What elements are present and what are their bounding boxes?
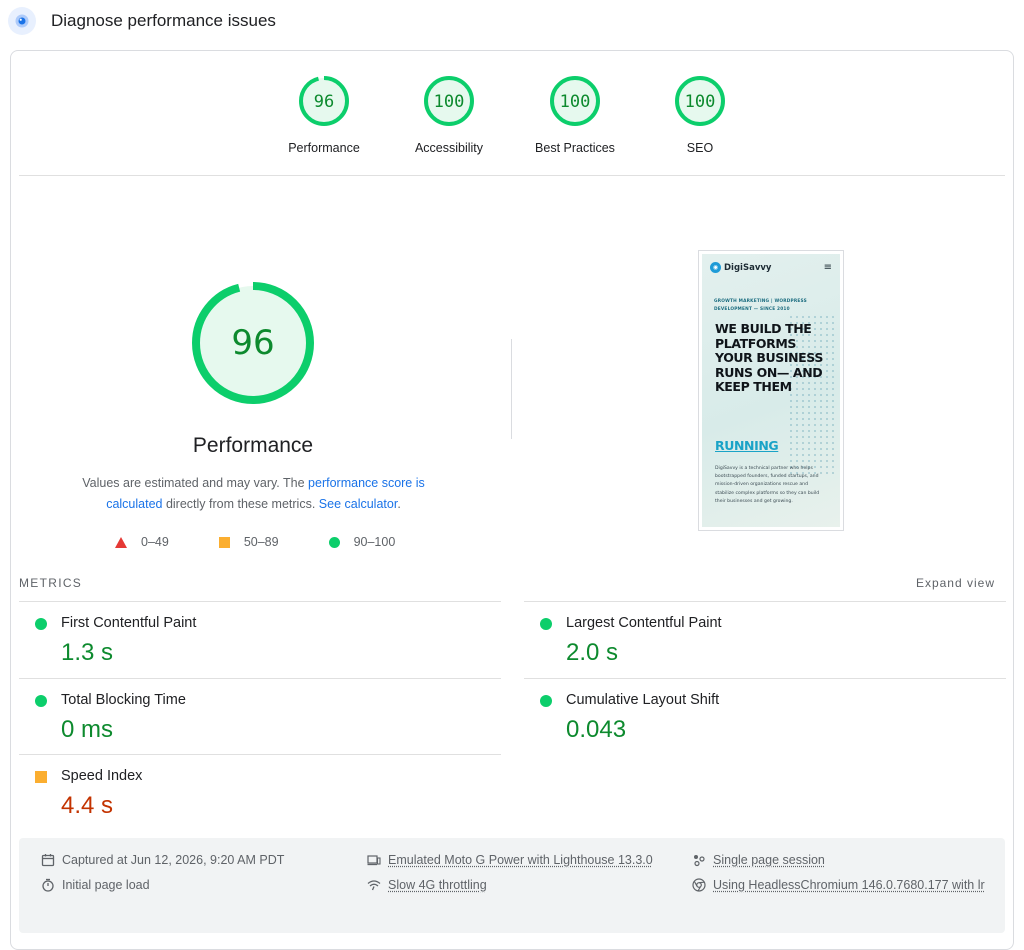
metric-title: Cumulative Layout Shift bbox=[566, 692, 720, 708]
gauge-score: 100 bbox=[434, 92, 465, 112]
average-square-icon bbox=[35, 771, 47, 783]
gauge-accessibility[interactable]: 100 Accessibility bbox=[394, 75, 504, 155]
metric-value: 2.0 s bbox=[566, 639, 619, 666]
square-icon bbox=[218, 536, 230, 548]
pass-circle-icon bbox=[35, 618, 47, 630]
site-headline: WE BUILD THE PLATFORMS YOUR BUSINESS RUN… bbox=[715, 321, 823, 394]
screenshot-content: ◉ DigiSavvy ≡ GROWTH MARKETING | WORDPRE… bbox=[702, 254, 840, 527]
gauge-label: Best Practices bbox=[535, 141, 615, 155]
network-throttling[interactable]: Slow 4G throttling bbox=[367, 873, 487, 898]
final-screenshot[interactable]: ◉ DigiSavvy ≡ GROWTH MARKETING | WORDPRE… bbox=[698, 250, 844, 531]
page-load-type: Initial page load bbox=[41, 873, 150, 898]
metric-title: Speed Index bbox=[61, 768, 143, 784]
captured-at: Captured at Jun 12, 2026, 9:20 AM PDT bbox=[41, 848, 284, 873]
pass-circle-icon bbox=[35, 695, 47, 707]
desc-text: directly from these metrics. bbox=[162, 497, 319, 511]
timer-icon bbox=[42, 878, 54, 892]
legend-pass: 90–100 bbox=[328, 535, 396, 549]
logo-text: DigiSavvy bbox=[724, 262, 772, 273]
throttle-text: Slow 4G throttling bbox=[388, 878, 487, 892]
wifi-icon bbox=[367, 880, 381, 891]
gauge-score: 100 bbox=[685, 92, 716, 112]
site-logo: ◉ DigiSavvy bbox=[710, 262, 771, 273]
score-legend: 0–49 50–89 90–100 bbox=[115, 535, 395, 549]
session-type[interactable]: Single page session bbox=[692, 848, 825, 873]
metric-total-blocking-time: Total Blocking Time 0 ms bbox=[19, 678, 501, 754]
performance-title: Performance bbox=[192, 434, 314, 457]
desc-text: . bbox=[397, 497, 401, 511]
section-header: Diagnose performance issues bbox=[8, 6, 276, 36]
metric-title: Largest Contentful Paint bbox=[566, 615, 722, 631]
device-text: Emulated Moto G Power with Lighthouse 13… bbox=[388, 853, 653, 867]
metric-value: 0 ms bbox=[61, 716, 114, 743]
dot-pattern bbox=[788, 314, 838, 474]
site-eyebrow: GROWTH MARKETING | WORDPRESS DEVELOPMENT… bbox=[714, 299, 807, 312]
performance-score-link[interactable]: performance score is calculated bbox=[106, 476, 425, 511]
captured-text: Captured at Jun 12, 2026, 9:20 AM PDT bbox=[62, 853, 285, 867]
browser-version[interactable]: Using HeadlessChromium 146.0.7680.177 wi… bbox=[692, 873, 992, 898]
runtime-settings: Captured at Jun 12, 2026, 9:20 AM PDT In… bbox=[19, 838, 1005, 933]
hamburger-menu-icon: ≡ bbox=[823, 262, 832, 273]
emulated-device[interactable]: Emulated Moto G Power with Lighthouse 13… bbox=[367, 848, 653, 873]
session-text: Single page session bbox=[713, 853, 825, 867]
score-ring: 100 bbox=[550, 76, 600, 126]
site-body-text: DigiSavvy is a technical partner who hel… bbox=[715, 466, 820, 504]
devices-icon bbox=[367, 855, 381, 866]
expand-view-toggle[interactable]: Expand view bbox=[915, 576, 995, 590]
metric-speed-index: Speed Index 4.4 s bbox=[19, 754, 501, 830]
gauge-score: 100 bbox=[560, 92, 591, 112]
lighthouse-report-card: 96 Performance 100 Accessibility 100 Bes… bbox=[10, 50, 1014, 950]
metric-cumulative-layout-shift: Cumulative Layout Shift 0.043 bbox=[524, 678, 1006, 754]
metric-largest-contentful-paint: Largest Contentful Paint 2.0 s bbox=[524, 601, 1006, 677]
logo-mark-icon: ◉ bbox=[710, 262, 721, 273]
metric-value: 1.3 s bbox=[61, 639, 114, 666]
metric-value: 4.4 s bbox=[61, 792, 114, 819]
score-ring: 100 bbox=[675, 76, 725, 126]
legend-range: 90–100 bbox=[353, 535, 396, 549]
legend-average: 50–89 bbox=[218, 535, 279, 549]
metric-first-contentful-paint: First Contentful Paint 1.3 s bbox=[19, 601, 501, 677]
circle-icon bbox=[328, 536, 340, 548]
see-calculator-link[interactable]: See calculator bbox=[318, 497, 398, 511]
gauge-best-practices[interactable]: 100 Best Practices bbox=[520, 75, 630, 155]
session-icon bbox=[694, 855, 705, 867]
category-gauges: 96 Performance 100 Accessibility 100 Bes… bbox=[11, 75, 1013, 185]
vertical-divider bbox=[511, 339, 512, 439]
calendar-icon bbox=[41, 854, 55, 867]
performance-score-gauge: 96 bbox=[192, 282, 314, 404]
load-text: Initial page load bbox=[62, 878, 150, 892]
section-title: Diagnose performance issues bbox=[51, 11, 276, 30]
triangle-icon bbox=[115, 536, 127, 548]
gauge-label: SEO bbox=[686, 141, 714, 155]
legend-range: 50–89 bbox=[243, 535, 279, 549]
score-ring: 96 bbox=[299, 76, 349, 126]
gauge-label: Performance bbox=[288, 141, 360, 155]
chrome-icon bbox=[692, 878, 706, 892]
metric-value: 0.043 bbox=[566, 716, 627, 743]
legend-fail: 0–49 bbox=[115, 535, 169, 549]
site-headline-accent: RUNNING bbox=[715, 438, 779, 453]
performance-description: Values are estimated and may vary. The p… bbox=[61, 473, 446, 515]
pass-circle-icon bbox=[540, 695, 552, 707]
score-ring: 100 bbox=[424, 76, 474, 126]
divider bbox=[19, 175, 1005, 176]
browser-text: Using HeadlessChromium 146.0.7680.177 wi… bbox=[713, 878, 985, 892]
metric-title: Total Blocking Time bbox=[61, 692, 186, 708]
metrics-heading: METRICS bbox=[19, 576, 83, 590]
legend-range: 0–49 bbox=[141, 535, 169, 549]
gauge-score: 96 bbox=[314, 92, 334, 112]
gauge-label: Accessibility bbox=[414, 141, 484, 155]
metric-title: First Contentful Paint bbox=[61, 615, 197, 631]
gauge-performance[interactable]: 96 Performance bbox=[269, 75, 379, 155]
pass-circle-icon bbox=[540, 618, 552, 630]
gauge-seo[interactable]: 100 SEO bbox=[645, 75, 755, 155]
desc-text: Values are estimated and may vary. The bbox=[82, 476, 309, 490]
performance-score: 96 bbox=[231, 323, 274, 363]
lighthouse-icon bbox=[8, 7, 36, 35]
